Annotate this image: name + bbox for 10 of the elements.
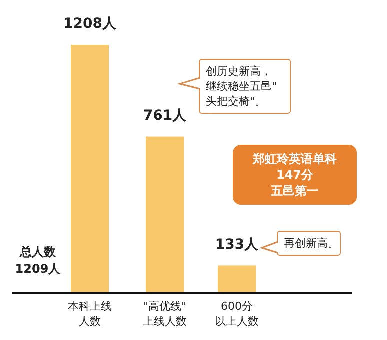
x-tick-label: 本科上线人数 [67,299,113,329]
annotation: 创历史新高，继续稳坐五邑"头把交椅"。 [199,59,291,114]
text: 再创新高。 [277,231,341,256]
data-label: 761人 [142,106,188,125]
annotation: 总人数1209人 [14,244,62,278]
x-tick-label: 600分以上人数 [214,299,260,329]
annotation: 郑虹玲英语单科147分五邑第一 [252,151,338,199]
x-tick-label: "高优线"上线人数 [142,299,188,329]
data-label: 1208人 [62,15,118,33]
data-label: 133人 [214,236,260,254]
